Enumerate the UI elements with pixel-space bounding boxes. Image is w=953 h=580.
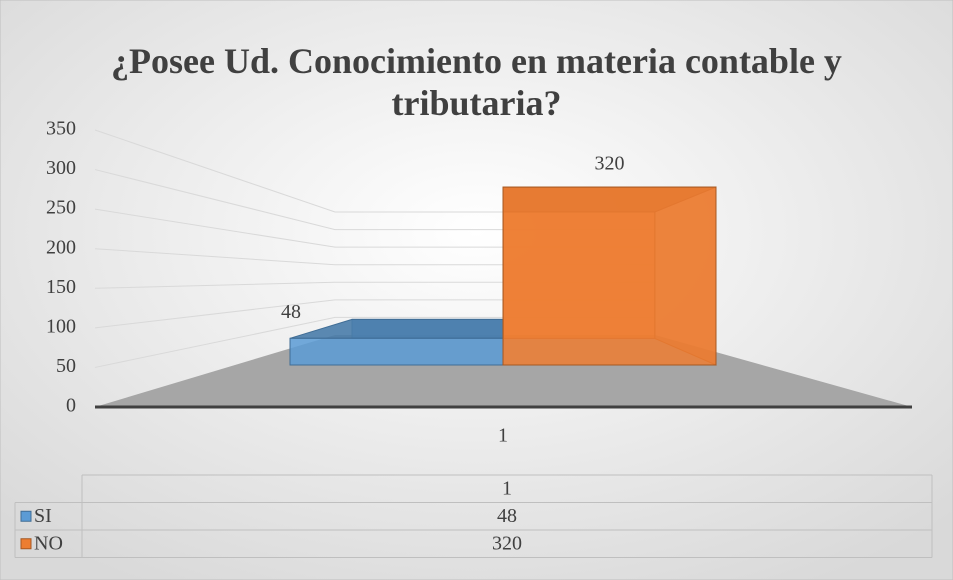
y-tick-label: 250 xyxy=(46,197,76,219)
table-cell: 320 xyxy=(492,532,522,554)
y-tick-label: 50 xyxy=(56,355,76,377)
y-tick-label: 150 xyxy=(46,276,76,298)
data-label: 320 xyxy=(595,153,625,175)
y-tick-label: 0 xyxy=(66,395,76,417)
table-cell: 48 xyxy=(497,505,517,527)
legend-key xyxy=(20,510,32,522)
y-tick-label: 200 xyxy=(46,236,76,258)
data-label: 48 xyxy=(281,301,301,323)
y-tick-label: 350 xyxy=(46,118,76,140)
legend-key xyxy=(20,538,32,550)
bar xyxy=(502,186,717,366)
x-tick-label: 1 xyxy=(498,425,508,447)
y-tick-label: 300 xyxy=(46,157,76,179)
bar xyxy=(289,337,504,366)
y-tick-label: 100 xyxy=(46,315,76,337)
table-header: 1 xyxy=(502,477,512,499)
legend-label: SI xyxy=(34,505,52,527)
legend-label: NO xyxy=(34,532,63,554)
chart-title: ¿Posee Ud. Conocimiento en materia conta… xyxy=(111,41,842,123)
